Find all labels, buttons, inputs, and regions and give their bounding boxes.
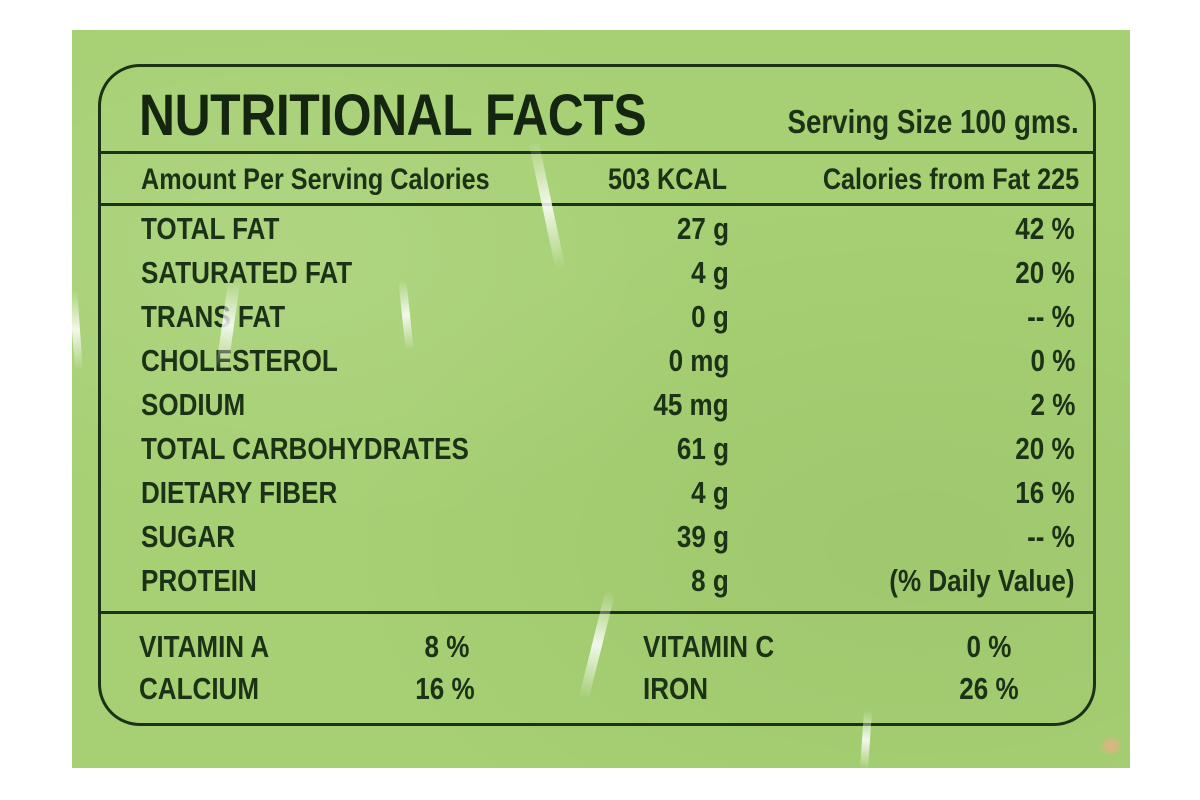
- nutrient-daily-value: 16 %: [1015, 475, 1075, 510]
- vitamin-value: 26 %: [959, 671, 1019, 706]
- calories-from-fat: Calories from Fat 225: [822, 163, 1079, 196]
- vitamin-name: VITAMIN A: [139, 629, 270, 664]
- nutrient-name: SODIUM: [141, 387, 246, 422]
- nutrient-daily-value: -- %: [1027, 519, 1075, 554]
- vitamin-name: VITAMIN C: [643, 629, 775, 664]
- nutrient-name: TRANS FAT: [141, 299, 286, 334]
- calories-label: Amount Per Serving Calories: [141, 163, 490, 196]
- nutrient-name: TOTAL CARBOHYDRATES: [141, 431, 469, 466]
- label-photo: NUTRITIONAL FACTS Serving Size 100 gms. …: [72, 30, 1130, 768]
- vitamin-value: 8 %: [424, 629, 469, 664]
- nutrient-name: SATURATED FAT: [141, 255, 353, 290]
- glare-streak: [72, 289, 83, 371]
- nutrient-amount: 61 g: [676, 431, 729, 466]
- nutrient-amount: 0 g: [691, 299, 729, 334]
- nutrient-amount: 8 g: [691, 563, 729, 598]
- vitamin-name: IRON: [643, 671, 709, 706]
- nutrient-amount: 45 mg: [653, 387, 729, 422]
- nutrient-daily-value: 20 %: [1015, 255, 1075, 290]
- nutrient-daily-value: 0 %: [1030, 343, 1075, 378]
- nutrient-name: SUGAR: [141, 519, 236, 554]
- vitamin-name: CALCIUM: [139, 671, 260, 706]
- serving-size: Serving Size 100 gms.: [787, 103, 1079, 140]
- vitamin-value: 16 %: [415, 671, 475, 706]
- nutrient-daily-value: 42 %: [1015, 211, 1075, 246]
- divider-vitamins: [101, 611, 1093, 614]
- nutrient-name: TOTAL FAT: [141, 211, 280, 246]
- nutrient-name: CHOLESTEROL: [141, 343, 338, 378]
- nutrient-name: PROTEIN: [141, 563, 257, 598]
- nutrient-amount: 27 g: [676, 211, 729, 246]
- divider-top: [101, 151, 1093, 154]
- nutrient-amount: 0 mg: [668, 343, 729, 378]
- nutrient-amount: 4 g: [691, 255, 729, 290]
- panel-title: NUTRITIONAL FACTS: [139, 83, 647, 148]
- vitamin-value: 0 %: [966, 629, 1011, 664]
- nutrient-name: DIETARY FIBER: [141, 475, 338, 510]
- calories-value: 503 KCAL: [608, 163, 728, 196]
- divider-calories: [101, 203, 1093, 206]
- nutrition-facts-panel: NUTRITIONAL FACTS Serving Size 100 gms. …: [98, 64, 1096, 726]
- nutrient-amount: 39 g: [676, 519, 729, 554]
- nutrient-amount: 4 g: [691, 475, 729, 510]
- daily-value-note: (% Daily Value): [889, 563, 1075, 598]
- nutrient-daily-value: 20 %: [1015, 431, 1075, 466]
- nutrient-daily-value: -- %: [1027, 299, 1075, 334]
- stain-spot: [1100, 738, 1122, 754]
- nutrient-daily-value: 2 %: [1030, 387, 1075, 422]
